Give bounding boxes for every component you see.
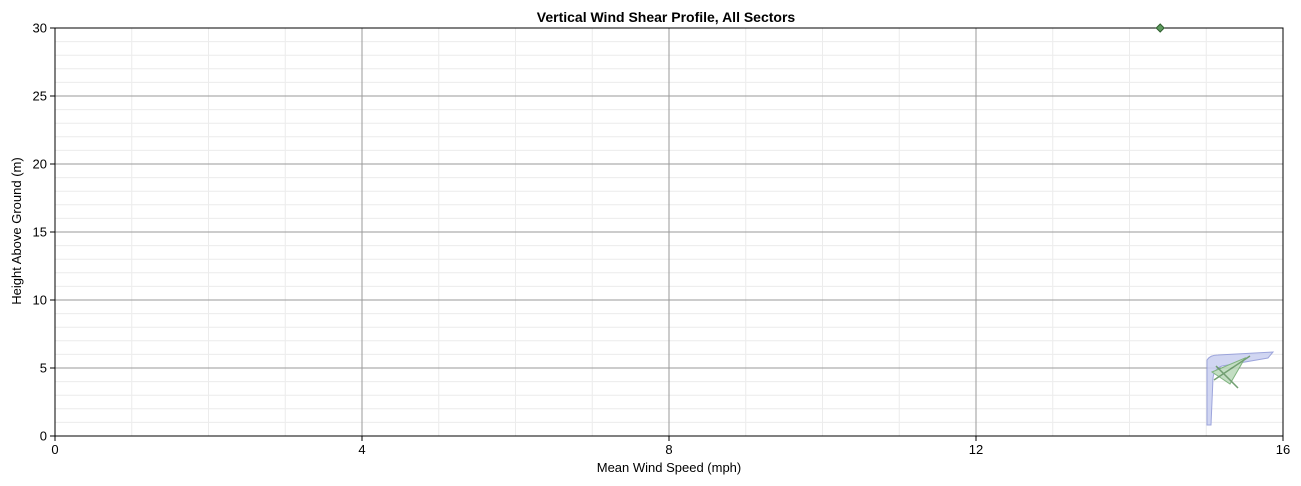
y-tick-label: 30 [33, 21, 47, 36]
y-tick-label: 20 [33, 157, 47, 172]
data-point-diamond [1155, 23, 1165, 33]
x-tick-label: 16 [1276, 442, 1290, 457]
x-tick-label: 4 [358, 442, 365, 457]
y-tick-label: 10 [33, 293, 47, 308]
x-tick-labels: 0 4 8 12 16 [51, 442, 1290, 457]
major-grid [55, 28, 1283, 436]
y-tick-label: 25 [33, 89, 47, 104]
x-tick-label: 12 [969, 442, 983, 457]
y-tick-label: 15 [33, 225, 47, 240]
y-tick-labels: 0 5 10 15 20 25 30 [33, 21, 47, 444]
axis-ticks [50, 27, 1284, 441]
chart-title: Vertical Wind Shear Profile, All Sectors [537, 9, 796, 25]
y-tick-label: 0 [40, 429, 47, 444]
x-axis-label: Mean Wind Speed (mph) [597, 460, 742, 475]
wind-kite-logo-icon [1206, 351, 1275, 426]
data-points [1155, 23, 1165, 33]
x-tick-label: 0 [51, 442, 58, 457]
y-tick-label: 5 [40, 361, 47, 376]
y-axis-label: Height Above Ground (m) [9, 157, 24, 304]
x-tick-label: 8 [665, 442, 672, 457]
